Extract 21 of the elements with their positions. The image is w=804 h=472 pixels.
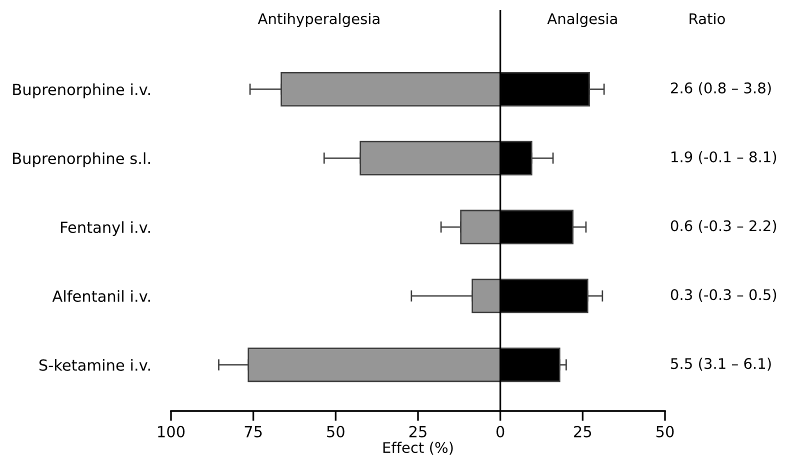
text: 1.9 (-0.1 – 8.1) <box>672 151 776 164</box>
y-tick-label: Fentanyl i.v. <box>61 221 150 236</box>
x-axis-title: Effect (%) <box>383 442 453 455</box>
y-tick-label: Buprenorphine s.l. <box>13 152 150 168</box>
y-tick-label: S-ketamine i.v. <box>39 359 150 371</box>
x-tick-label: 0 <box>496 426 504 438</box>
y-tick-label: Alfentanil i.v. <box>52 290 150 302</box>
x-tick-label: 100 <box>158 426 185 438</box>
text: Ratio <box>690 12 725 24</box>
x-tick-label: 75 <box>244 426 262 438</box>
text: Antihyperalgesia <box>258 12 380 28</box>
x-tick-label: 50 <box>327 426 344 438</box>
x-tick-label: 25 <box>409 426 426 438</box>
text: 2.6 (0.8 – 3.8) <box>671 82 771 96</box>
text: 5.5 (3.1 – 6.1) <box>671 358 771 371</box>
x-tick-label: 25 <box>574 426 592 438</box>
text: Analgesia <box>547 12 617 28</box>
text: 0.6 (-0.3 – 2.2) <box>670 220 776 233</box>
text: 0.3 (-0.3 – 0.5) <box>670 288 776 302</box>
x-tick-label: 50 <box>656 426 674 438</box>
y-tick-label: Buprenorphine i.v. <box>13 83 150 98</box>
